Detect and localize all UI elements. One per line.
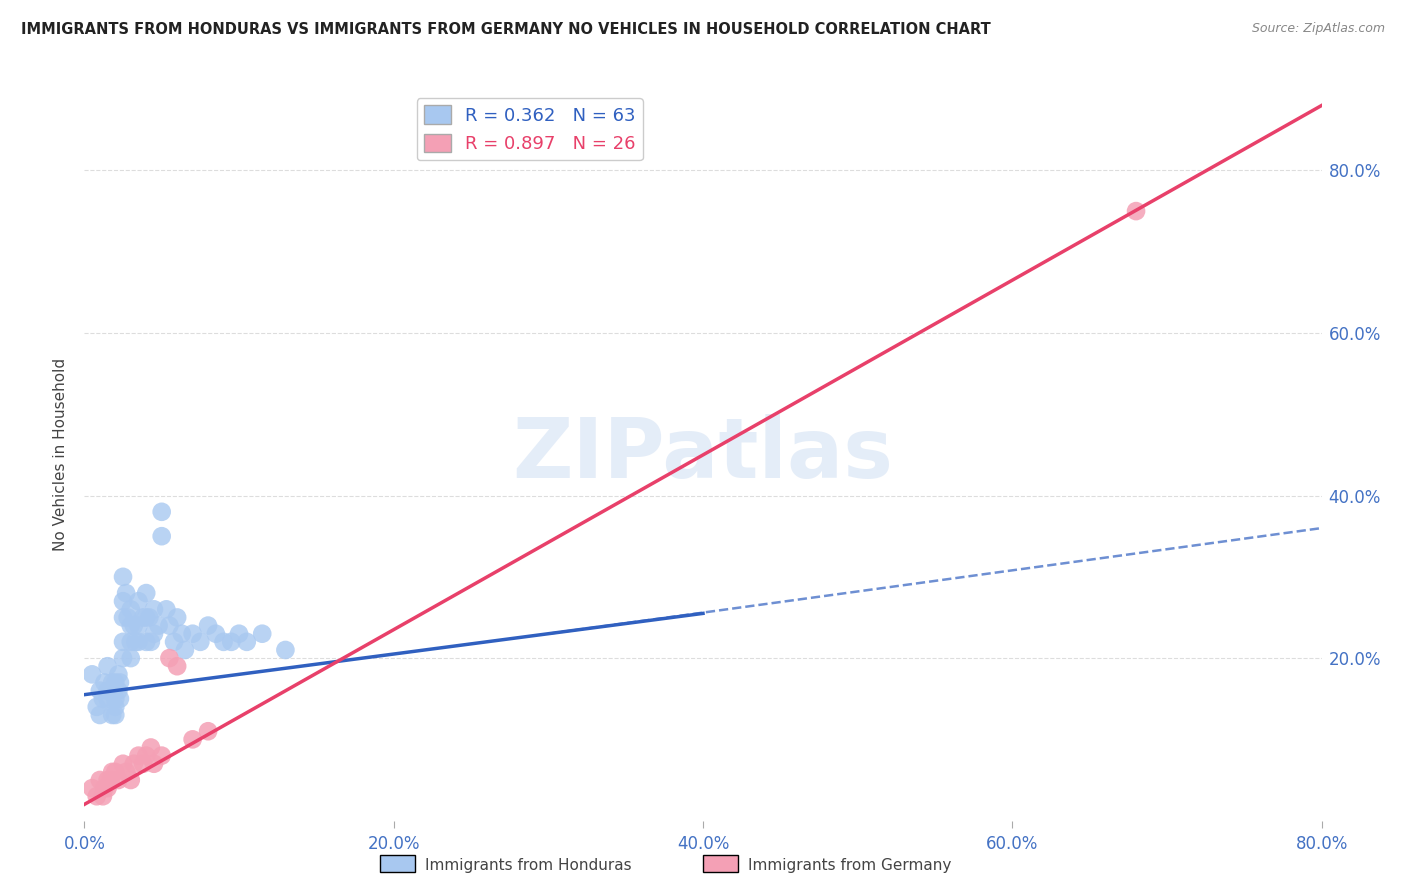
Legend: R = 0.362   N = 63, R = 0.897   N = 26: R = 0.362 N = 63, R = 0.897 N = 26	[416, 98, 643, 161]
Point	[108, 675, 131, 690]
Point	[97, 683, 120, 698]
Point	[163, 635, 186, 649]
Point	[155, 602, 177, 616]
Point	[170, 626, 193, 640]
Point	[89, 772, 111, 787]
Point	[101, 708, 124, 723]
Point	[122, 618, 145, 632]
Text: IMMIGRANTS FROM HONDURAS VS IMMIGRANTS FROM GERMANY NO VEHICLES IN HOUSEHOLD COR: IMMIGRANTS FROM HONDURAS VS IMMIGRANTS F…	[21, 22, 991, 37]
Point	[97, 691, 120, 706]
Point	[135, 748, 157, 763]
Point	[135, 635, 157, 649]
Point	[97, 781, 120, 796]
Point	[89, 683, 111, 698]
Text: Immigrants from Germany: Immigrants from Germany	[748, 858, 952, 872]
Point	[115, 764, 138, 779]
Point	[252, 626, 274, 640]
Point	[91, 691, 114, 706]
Point	[104, 691, 127, 706]
Point	[91, 789, 114, 804]
Point	[181, 732, 204, 747]
Point	[181, 626, 204, 640]
Point	[188, 635, 212, 649]
Point	[101, 683, 124, 698]
Point	[143, 756, 166, 771]
Point	[89, 708, 111, 723]
Point	[212, 635, 235, 649]
Point	[139, 740, 162, 755]
Point	[139, 635, 162, 649]
Point	[104, 699, 127, 714]
Point	[143, 626, 166, 640]
Point	[101, 675, 124, 690]
Point	[128, 594, 150, 608]
Point	[124, 635, 146, 649]
Point	[174, 643, 197, 657]
Point	[112, 610, 135, 624]
Point	[101, 764, 124, 779]
Point	[120, 602, 142, 616]
Point	[86, 699, 108, 714]
Point	[138, 610, 160, 624]
Point	[135, 586, 157, 600]
Point	[236, 635, 259, 649]
Point	[97, 772, 120, 787]
Point	[166, 610, 188, 624]
Point	[107, 683, 129, 698]
Point	[86, 789, 108, 804]
Point	[159, 618, 181, 632]
Text: Source: ZipAtlas.com: Source: ZipAtlas.com	[1251, 22, 1385, 36]
Point	[82, 667, 104, 681]
Point	[128, 748, 150, 763]
Point	[120, 618, 142, 632]
Point	[135, 610, 157, 624]
Point	[128, 618, 150, 632]
Text: Immigrants from Honduras: Immigrants from Honduras	[425, 858, 631, 872]
Point	[107, 772, 129, 787]
Point	[197, 618, 219, 632]
Point	[104, 708, 127, 723]
Point	[112, 570, 135, 584]
Point	[150, 505, 173, 519]
Point	[274, 643, 297, 657]
Y-axis label: No Vehicles in Household: No Vehicles in Household	[53, 359, 69, 551]
Point	[108, 691, 131, 706]
Point	[132, 610, 155, 624]
Point	[120, 772, 142, 787]
Point	[120, 635, 142, 649]
Point	[132, 756, 155, 771]
Point	[148, 618, 170, 632]
Point	[104, 675, 127, 690]
Point	[159, 651, 181, 665]
Point	[100, 772, 122, 787]
Point	[150, 748, 173, 763]
Point	[143, 602, 166, 616]
Point	[166, 659, 188, 673]
Point	[112, 651, 135, 665]
Point	[107, 667, 129, 681]
Point	[197, 724, 219, 739]
Point	[97, 659, 120, 673]
Point	[93, 781, 115, 796]
Point	[228, 626, 250, 640]
Point	[112, 594, 135, 608]
Point	[104, 764, 127, 779]
Point	[115, 586, 138, 600]
Point	[82, 781, 104, 796]
Text: ZIPatlas: ZIPatlas	[513, 415, 893, 495]
Point	[221, 635, 243, 649]
Point	[1125, 204, 1147, 219]
Point	[128, 635, 150, 649]
Point	[112, 756, 135, 771]
Point	[205, 626, 228, 640]
Point	[93, 675, 115, 690]
Point	[117, 610, 139, 624]
Point	[150, 529, 173, 543]
Point	[122, 756, 145, 771]
Point	[112, 635, 135, 649]
Point	[120, 651, 142, 665]
